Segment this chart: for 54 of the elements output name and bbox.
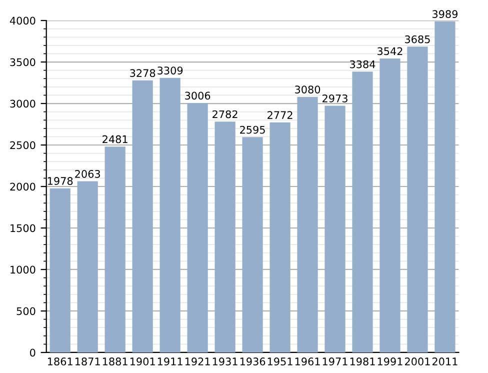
data-label: 3384 — [350, 60, 376, 68]
bar — [380, 58, 400, 352]
data-label: 2772 — [268, 111, 292, 119]
x-tick-label: 1961 — [295, 358, 320, 366]
bar — [270, 122, 290, 352]
y-tick-label: 3500 — [10, 58, 36, 66]
x-tick-label: 1951 — [268, 358, 292, 366]
bar — [160, 78, 180, 352]
x-tick-label: 1911 — [158, 358, 182, 366]
y-tick-label: 4000 — [10, 16, 36, 25]
y-tick-label: 1500 — [10, 224, 36, 232]
x-tick-label: 1936 — [240, 358, 266, 366]
bar — [50, 188, 70, 352]
data-label: 3685 — [405, 35, 430, 44]
bar — [132, 80, 153, 352]
data-label: 2481 — [102, 135, 128, 144]
x-tick-label: 1981 — [350, 358, 375, 366]
data-label: 3309 — [158, 66, 183, 74]
data-label: 3989 — [432, 10, 458, 18]
x-tick-label: 1971 — [322, 358, 348, 366]
bar — [352, 72, 373, 352]
y-tick-label: 2500 — [10, 141, 36, 150]
x-tick-label: 1861 — [48, 358, 72, 366]
y-tick-label: 500 — [16, 307, 36, 316]
y-tick-label: 3000 — [10, 100, 36, 108]
bar — [297, 96, 318, 352]
bar — [434, 21, 456, 352]
y-tick-label: 2000 — [10, 182, 36, 191]
bar — [104, 146, 126, 352]
bar — [242, 137, 263, 352]
y-tick-label: 0 — [30, 348, 36, 357]
x-tick-label: 1991 — [378, 358, 402, 366]
x-tick-label: 1901 — [130, 358, 155, 366]
bar — [77, 181, 98, 352]
x-tick-label: 2011 — [432, 358, 458, 366]
bar — [214, 122, 236, 352]
x-tick-label: 1881 — [102, 358, 128, 366]
bar — [407, 46, 428, 352]
data-label: 3006 — [185, 92, 210, 100]
x-tick-label: 1871 — [75, 358, 100, 366]
data-label: 2782 — [212, 110, 238, 118]
data-label: 3542 — [378, 47, 402, 56]
data-label: 3278 — [130, 69, 156, 78]
y-tick-label: 1000 — [10, 266, 36, 274]
x-tick-label: 1921 — [185, 358, 210, 366]
x-tick-label: 1931 — [212, 358, 238, 366]
data-label: 2063 — [75, 170, 100, 178]
x-tick-label: 2001 — [404, 358, 430, 366]
data-label: 3080 — [295, 86, 320, 94]
bar — [324, 106, 346, 352]
data-label: 1978 — [48, 177, 73, 185]
data-label: 2973 — [322, 94, 348, 102]
bar — [187, 103, 208, 352]
data-label: 2595 — [240, 126, 265, 134]
